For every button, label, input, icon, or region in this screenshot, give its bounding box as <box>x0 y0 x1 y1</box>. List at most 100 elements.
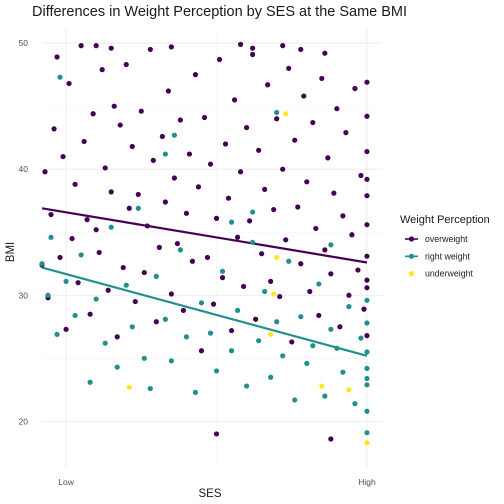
point-overweight <box>162 199 168 205</box>
point-overweight <box>319 75 325 82</box>
x-tick-label: High <box>358 477 376 487</box>
point-right-weight <box>45 292 51 298</box>
point-overweight <box>216 56 223 63</box>
point-right-weight <box>298 314 304 320</box>
point-overweight <box>301 93 307 99</box>
point-overweight <box>328 436 334 442</box>
point-overweight <box>225 195 232 201</box>
point-overweight <box>289 339 295 345</box>
y-tick-label: 30 <box>19 290 29 300</box>
point-overweight <box>364 222 370 228</box>
point-overweight <box>207 161 214 167</box>
y-tick-label: 20 <box>19 416 29 426</box>
y-tick-label: 50 <box>19 38 29 48</box>
legend-key-point <box>408 236 415 242</box>
point-overweight <box>247 218 253 224</box>
point-overweight <box>93 227 99 233</box>
point-right-weight <box>219 268 226 274</box>
point-right-weight <box>274 319 280 325</box>
point-overweight <box>90 111 96 117</box>
point-right-weight <box>63 278 69 285</box>
point-overweight <box>250 51 256 58</box>
x-tick-label: Low <box>58 477 74 487</box>
point-overweight <box>361 306 367 312</box>
point-right-weight <box>54 331 60 337</box>
point-overweight <box>331 190 337 196</box>
point-right-weight <box>340 369 346 375</box>
point-overweight <box>102 165 108 171</box>
point-right-weight <box>322 393 328 399</box>
point-right-weight <box>183 334 190 340</box>
point-overweight <box>340 213 346 219</box>
point-overweight <box>126 205 132 211</box>
point-underweight <box>283 111 289 117</box>
point-overweight <box>268 278 274 285</box>
point-overweight <box>189 258 196 264</box>
point-overweight <box>334 106 340 112</box>
point-overweight <box>219 275 226 281</box>
legend: Weight Perception overweight right weight… <box>400 214 490 279</box>
y-tick-label: 40 <box>19 164 29 174</box>
point-overweight <box>204 254 211 261</box>
point-overweight <box>147 46 153 53</box>
point-overweight <box>364 193 370 199</box>
trend-line-right-weight <box>41 266 368 357</box>
y-tick-labels: 20 30 40 50 <box>19 38 29 426</box>
point-right-weight <box>147 385 153 392</box>
point-overweight <box>159 133 165 140</box>
point-overweight <box>156 244 162 250</box>
point-overweight <box>96 249 102 256</box>
point-overweight <box>280 166 286 172</box>
point-overweight <box>174 240 180 247</box>
point-overweight <box>265 82 271 88</box>
point-overweight <box>63 326 69 332</box>
point-right-weight <box>213 368 220 374</box>
point-overweight <box>325 155 331 161</box>
point-right-weight <box>256 338 262 344</box>
point-overweight <box>60 153 66 160</box>
point-right-weight <box>102 340 108 346</box>
point-overweight <box>117 122 123 128</box>
point-right-weight <box>328 326 334 332</box>
point-overweight <box>84 217 90 223</box>
point-underweight <box>271 291 277 297</box>
point-overweight <box>75 280 81 286</box>
legend-items: overweight right weight underweight <box>405 234 473 279</box>
point-right-weight <box>93 296 99 302</box>
trend-line-overweight <box>41 207 368 264</box>
point-overweight <box>165 88 171 94</box>
point-right-weight <box>328 242 334 248</box>
point-overweight <box>108 189 114 195</box>
point-overweight <box>168 291 174 297</box>
point-right-weight <box>250 239 256 245</box>
point-overweight <box>180 307 187 314</box>
point-overweight <box>231 97 238 103</box>
point-overweight <box>364 176 370 182</box>
point-underweight <box>126 384 132 390</box>
point-overweight <box>51 126 57 132</box>
point-overweight <box>234 234 241 240</box>
point-overweight <box>352 85 358 92</box>
point-overweight <box>271 206 277 213</box>
point-overweight <box>328 271 334 277</box>
point-right-weight <box>114 364 120 370</box>
point-overweight <box>177 117 184 123</box>
point-overweight <box>337 324 343 330</box>
point-overweight <box>192 72 199 78</box>
point-overweight <box>277 293 283 300</box>
legend-label: overweight <box>425 234 468 244</box>
point-right-weight <box>78 252 84 258</box>
point-overweight <box>364 253 370 259</box>
point-overweight <box>150 157 156 163</box>
point-right-weight <box>364 430 370 436</box>
point-overweight <box>244 124 250 131</box>
point-overweight <box>135 191 141 198</box>
point-overweight <box>108 45 114 51</box>
point-overweight <box>256 147 262 153</box>
point-overweight <box>201 114 208 121</box>
point-overweight <box>72 181 78 187</box>
point-right-weight <box>177 247 184 253</box>
chart-title: Differences in Weight Perception by SES … <box>32 4 407 20</box>
point-right-weight <box>153 273 159 279</box>
